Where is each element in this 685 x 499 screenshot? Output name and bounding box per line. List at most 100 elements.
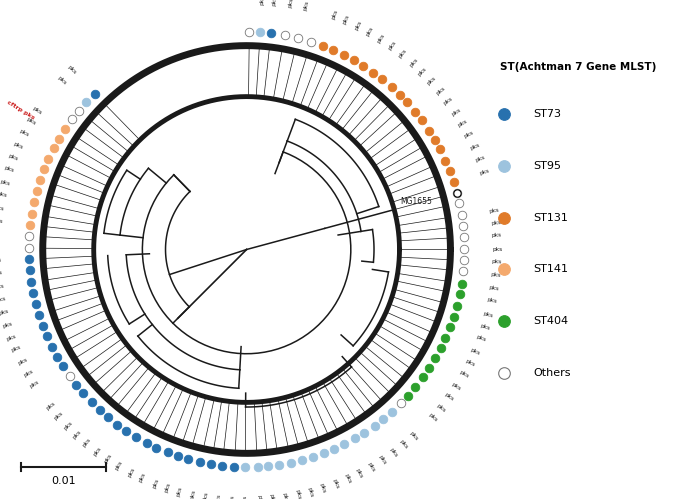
Point [141,439,152,447]
Text: pks: pks [486,297,497,304]
Text: pks: pks [114,460,124,471]
Text: Others: Others [533,368,571,378]
Point [306,37,316,45]
Point [229,463,240,471]
Point [35,176,46,184]
Text: pks: pks [164,482,172,493]
Text: pks: pks [397,48,408,59]
Text: pks: pks [0,270,2,276]
Text: ST(Achtman 7 Gene MLST): ST(Achtman 7 Gene MLST) [500,62,656,72]
Text: pks: pks [176,486,184,497]
Point [30,300,41,308]
Point [151,444,162,452]
Text: ST95: ST95 [533,161,561,171]
Text: pks: pks [408,431,419,442]
Point [369,422,380,430]
Text: pks: pks [295,490,301,499]
Point [266,29,277,37]
Text: pks: pks [0,284,4,290]
Text: pks: pks [302,0,310,11]
Point [339,51,350,59]
Text: pks: pks [376,32,386,43]
Text: pks: pks [151,478,160,489]
Point [37,322,48,330]
Point [274,461,285,469]
Point [26,210,37,218]
Text: pks: pks [490,220,501,226]
Point [395,400,406,408]
Text: pks: pks [272,0,278,6]
Text: pks: pks [103,453,113,464]
Text: pks: pks [451,108,462,117]
Point [51,353,62,361]
Point [448,313,459,321]
Point [64,372,75,380]
Text: pks: pks [242,495,247,499]
Text: pks: pks [330,9,338,20]
Point [60,125,71,133]
Text: pks: pks [458,370,470,379]
Text: pks: pks [256,495,262,499]
Text: pks: pks [8,153,19,161]
Point [66,115,77,123]
Point [451,302,462,310]
Text: MG1655: MG1655 [400,197,432,206]
Text: pks: pks [451,382,462,391]
Point [297,456,308,464]
Text: pks: pks [490,271,501,277]
Point [403,392,414,400]
Point [444,167,455,175]
Point [25,221,36,229]
Text: pks: pks [492,259,502,265]
Point [401,98,412,106]
Point [130,433,141,441]
Text: pks: pks [6,333,18,341]
Text: pks: pks [444,392,455,402]
Point [73,107,84,115]
Text: ST73: ST73 [533,109,561,119]
Text: pks: pks [0,296,6,303]
Text: pks: pks [72,429,83,440]
Text: pks: pks [287,0,294,8]
Text: pks: pks [435,86,447,96]
Point [349,434,360,442]
Text: 0.01: 0.01 [51,476,75,486]
Text: pks: pks [475,335,486,343]
Point [94,406,105,414]
Point [339,440,350,448]
Point [32,188,42,196]
Point [358,62,369,70]
Point [307,453,318,461]
Text: pks: pks [435,403,447,413]
Point [319,449,329,457]
Point [71,381,82,389]
Point [263,462,274,470]
Text: pks: pks [470,348,481,356]
Point [216,462,227,470]
Text: pks: pks [229,495,235,499]
Point [121,427,132,435]
Point [162,449,173,457]
Text: ST141: ST141 [533,264,568,274]
Text: pks: pks [354,468,364,479]
Text: pks: pks [332,478,340,490]
Point [102,413,113,421]
Point [434,145,445,153]
Point [429,136,440,144]
Text: pks: pks [408,57,419,68]
Text: ST404: ST404 [533,316,568,326]
Point [451,189,462,197]
Text: pks: pks [443,96,454,106]
Text: pks: pks [53,410,64,421]
Point [29,198,40,206]
Point [435,344,446,352]
Text: pks: pks [427,412,438,423]
Text: pks: pks [388,40,398,51]
Point [43,155,54,163]
Point [386,83,397,91]
Point [86,399,97,407]
Text: pks: pks [0,191,8,199]
Point [378,415,389,423]
Point [26,278,37,286]
Point [368,68,379,76]
